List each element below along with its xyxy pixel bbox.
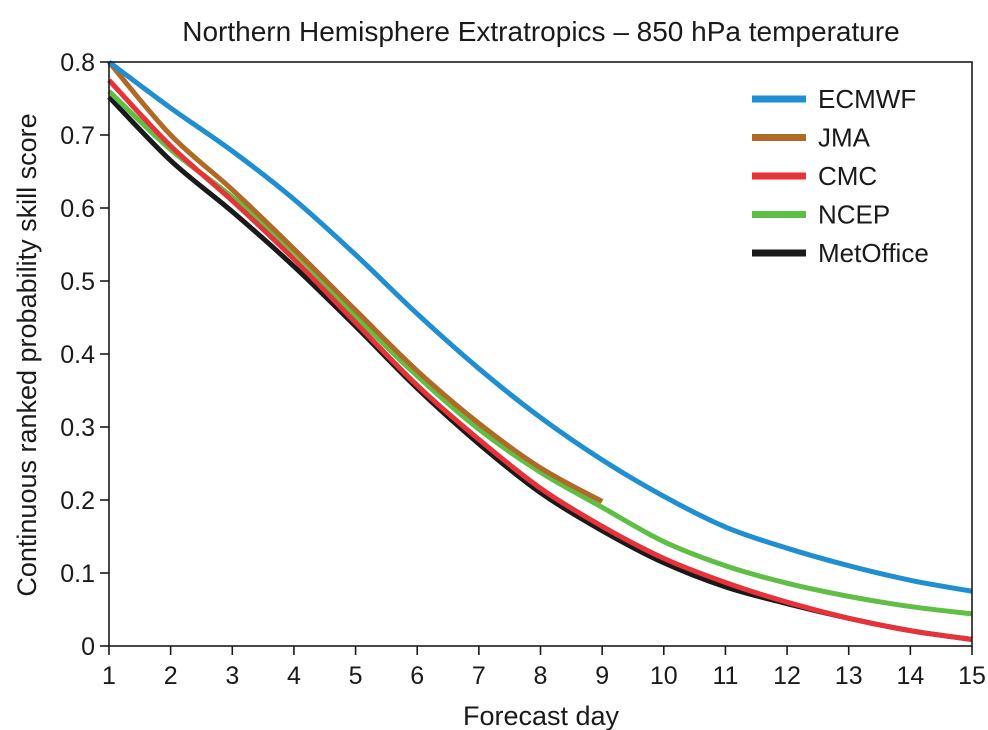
x-tick-label: 2 xyxy=(164,662,178,690)
series-line-ecmwf xyxy=(107,59,973,594)
x-tick-label: 13 xyxy=(835,662,863,690)
x-tick-label: 5 xyxy=(349,662,363,690)
series-lines xyxy=(107,59,973,642)
x-tick-label: 10 xyxy=(650,662,678,690)
x-tick-label: 15 xyxy=(958,662,986,690)
y-axis-label: Continuous ranked probability skill scor… xyxy=(12,113,42,596)
x-tick-label: 14 xyxy=(896,662,924,690)
legend: ECMWF JMA CMC NCEP MetOffice xyxy=(752,84,929,268)
x-tick-label: 4 xyxy=(287,662,301,690)
legend-label-cmc: CMC xyxy=(818,161,877,191)
series-line-ncep xyxy=(107,89,973,617)
legend-label-jma: JMA xyxy=(818,123,871,153)
x-axis-label: Forecast day xyxy=(463,701,620,730)
y-tick-label: 0.3 xyxy=(60,414,95,442)
x-tick-label: 8 xyxy=(534,662,548,690)
legend-label-ecmwf: ECMWF xyxy=(818,84,916,114)
y-tick-label: 0 xyxy=(81,633,95,661)
legend-label-metoffice: MetOffice xyxy=(818,238,929,268)
chart-title: Northern Hemisphere Extratropics – 850 h… xyxy=(182,16,899,47)
x-tick-label: 11 xyxy=(712,662,738,690)
y-tick-label: 0.2 xyxy=(60,487,95,515)
x-tick-label: 7 xyxy=(472,662,486,690)
x-tick-label: 9 xyxy=(595,662,609,690)
y-axis: 0 0.1 0.2 0.3 0.4 0.5 0.6 0.7 0.8 xyxy=(60,49,109,661)
series-line-cmc xyxy=(107,78,973,642)
y-tick-label: 0.6 xyxy=(60,195,95,223)
series-line-jma xyxy=(107,60,604,504)
x-axis: 1 2 3 4 5 6 7 8 9 10 11 12 13 14 15 xyxy=(102,646,986,690)
y-tick-label: 0.8 xyxy=(60,49,95,77)
x-tick-label: 12 xyxy=(773,662,801,690)
x-tick-label: 3 xyxy=(225,662,239,690)
x-tick-label: 1 xyxy=(102,662,116,690)
y-tick-label: 0.4 xyxy=(60,341,95,369)
x-tick-label: 6 xyxy=(410,662,424,690)
y-tick-label: 0.7 xyxy=(60,122,95,150)
y-tick-label: 0.5 xyxy=(60,268,95,296)
legend-label-ncep: NCEP xyxy=(818,200,890,230)
y-tick-label: 0.1 xyxy=(60,560,95,588)
